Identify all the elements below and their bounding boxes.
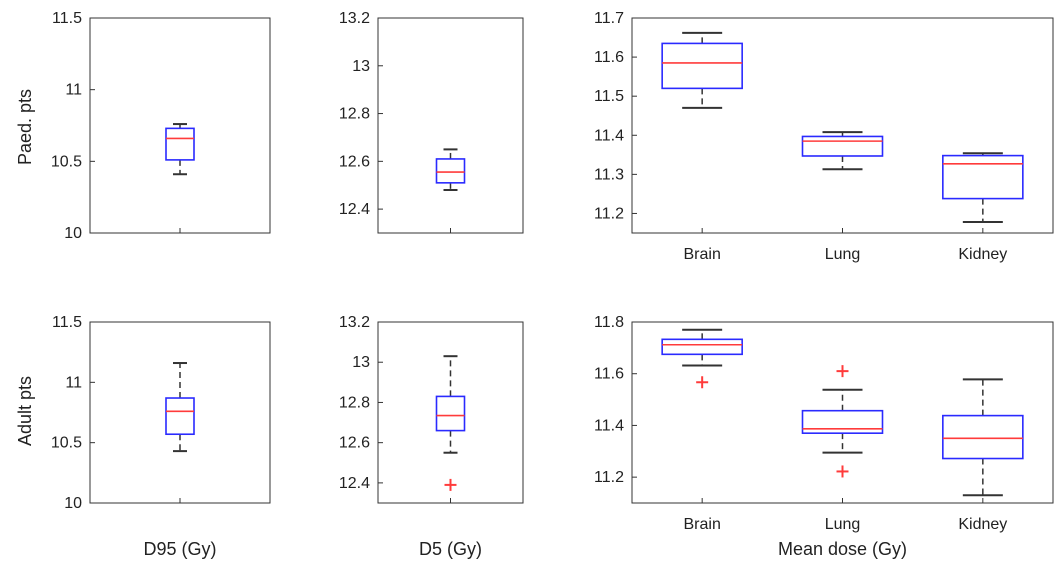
panel-4-ytick-label: 11.5 <box>52 314 82 331</box>
panel-5-ytick-label: 12.8 <box>339 394 370 411</box>
panel-4-ytick-label: 11 <box>65 374 82 391</box>
panel-5-ytick-label: 13 <box>352 354 370 371</box>
panel-1-ytick-label: 10 <box>64 225 82 242</box>
panel-3-ytick-label: 11.3 <box>594 166 624 183</box>
panel-6-ytick-label: 11.4 <box>594 417 624 434</box>
panel-5-ytick-label: 13.2 <box>339 314 370 331</box>
panel-3-box <box>942 154 1024 200</box>
panel-3-ytick-label: 11.2 <box>594 205 624 222</box>
panel-5-box <box>435 395 466 432</box>
panel-4-ytick-label: 10.5 <box>51 435 82 452</box>
panel-2-ytick-label: 13.2 <box>339 10 370 27</box>
panel-6-ytick-label: 11.8 <box>594 314 624 331</box>
panel-1-ytick-label: 10.5 <box>51 153 82 170</box>
panel-4-xlabel: D95 (Gy) <box>143 539 216 559</box>
panel-4-box <box>165 397 195 436</box>
panel-2-frame <box>377 17 524 234</box>
panel-6-xlabel: Mean dose (Gy) <box>778 539 907 559</box>
row-label-adult: Adult pts <box>15 376 35 446</box>
panel-6-category-label: Brain <box>683 516 720 533</box>
panel-3-category-label: Brain <box>683 246 720 263</box>
panel-3-ytick-label: 11.5 <box>594 88 624 105</box>
panel-1-box <box>165 127 195 161</box>
panel-4-frame <box>89 321 271 504</box>
panel-3-ytick-label: 11.7 <box>594 10 624 27</box>
panel-6-category-label: Kidney <box>958 516 1007 533</box>
panel-5-frame <box>377 321 524 504</box>
panel-1-ytick-label: 11 <box>65 82 82 99</box>
panel-3-ytick-label: 11.6 <box>594 49 624 66</box>
panel-5-ytick-label: 12.4 <box>339 475 370 492</box>
row-label-paed: Paed. pts <box>15 89 35 165</box>
panel-4-ytick-label: 10 <box>64 495 82 512</box>
panel-6-box <box>661 338 743 356</box>
panel-3-category-label: Lung <box>825 246 861 263</box>
panel-5-xlabel: D5 (Gy) <box>419 539 482 559</box>
panel-3-ytick-label: 11.4 <box>594 127 624 144</box>
panel-3-category-label: Kidney <box>958 246 1007 263</box>
panel-6-box <box>942 414 1024 460</box>
panel-2-ytick-label: 12.6 <box>339 153 370 170</box>
panel-5-ytick-label: 12.6 <box>339 435 370 452</box>
panel-6-ytick-label: 11.6 <box>594 366 624 383</box>
panel-3-box <box>801 135 884 157</box>
panel-3-box <box>661 42 743 90</box>
panel-2-box <box>435 158 466 184</box>
panel-6-category-label: Lung <box>825 516 861 533</box>
panel-6-ytick-label: 11.2 <box>594 469 624 486</box>
panel-2-ytick-label: 13 <box>352 58 370 75</box>
panel-1-ytick-label: 11.5 <box>52 10 82 27</box>
panel-3-frame <box>631 17 1054 234</box>
panel-2-ytick-label: 12.8 <box>339 106 370 123</box>
panel-6-box <box>801 409 884 434</box>
panel-2-ytick-label: 12.4 <box>339 201 370 218</box>
